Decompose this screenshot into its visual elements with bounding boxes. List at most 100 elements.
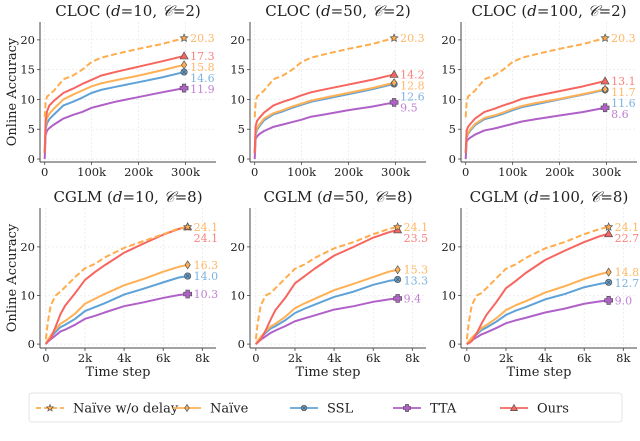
x-axis-label: Time step [507, 365, 572, 380]
end-value-label-ours: 13.1 [611, 75, 636, 88]
legend-label: Naïve [210, 402, 249, 417]
y-tick-label: 20 [230, 33, 245, 47]
title-prefix: CLOC ( [55, 2, 111, 20]
series-line-ours [253, 73, 395, 154]
end-value-label-naive_nodelay: 24.1 [615, 221, 640, 234]
x-tick-label: 100k [77, 165, 107, 179]
panel-3: CLOC (d=100, 𝒞=2) 0 5 10 15 20 0 100k 200k 300k 20… [441, 2, 637, 179]
y-axis-label: Online Accuracy [5, 37, 20, 146]
x-tick-label: 300k [381, 165, 411, 179]
title-mid: =100, [537, 2, 588, 20]
end-marker-naive_nodelay [600, 33, 610, 43]
series-line-naive_nodelay [464, 37, 606, 118]
end-value-label-tta: 8.6 [611, 108, 629, 121]
title-d: d [527, 2, 537, 20]
y-tick-label: 0 [28, 152, 35, 166]
end-value-label-naive: 16.3 [194, 259, 219, 272]
end-value-label-naive_nodelay: 20.3 [190, 32, 215, 45]
title-d: d [529, 188, 539, 206]
x-tick-label: 6k [577, 351, 592, 365]
x-tick-label: 300k [171, 165, 201, 179]
x-axis-label: Time step [296, 365, 361, 380]
end-marker-naive [181, 60, 188, 70]
x-tick-label: 0 [463, 351, 470, 365]
title-suffix: =2) [383, 2, 411, 20]
panel-5: CGLM (d=50, 𝒞=8) 0 10 20 0 2k 4k 6k 8k Time step 2… [230, 188, 428, 380]
panel-title: CGLM (d=10, 𝒞=8) [53, 188, 202, 206]
y-tick-label: 5 [28, 122, 35, 136]
panel-4: CGLM (d=10, 𝒞=8) 0 10 20 0 2k 4k 6k 8k Online Acc… [5, 188, 218, 380]
series-line-naive_nodelay [465, 225, 609, 340]
legend-item-naive_nodelay: Naïve w/o delay [36, 402, 179, 417]
series-line-ssl [43, 71, 185, 154]
panel-title: CGLM (d=50, 𝒞=8) [263, 188, 412, 206]
y-tick-label: 10 [20, 289, 35, 303]
y-tick-label: 0 [238, 152, 245, 166]
series-line-ours [464, 80, 606, 154]
end-value-label-ours: 22.7 [615, 232, 640, 245]
x-tick-label: 200k [545, 165, 575, 179]
y-tick-label: 15 [230, 63, 245, 77]
end-marker-ssl-cross [181, 69, 187, 75]
end-marker-ssl-cross [395, 277, 401, 282]
end-marker-tta [179, 83, 189, 93]
x-tick-label: 4k [117, 351, 132, 365]
y-tick-label: 10 [230, 92, 245, 106]
y-axis-label: Online Accuracy [5, 223, 20, 332]
end-value-label-ours: 17.3 [190, 50, 215, 63]
title-mid: =50, [332, 188, 373, 206]
title-mid: =10, [122, 188, 163, 206]
x-tick-label: 8k [195, 351, 210, 365]
title-suffix: =8) [385, 188, 413, 206]
y-tick-label: 10 [441, 289, 456, 303]
series-line-ssl [253, 82, 395, 154]
series-line-naive [43, 63, 185, 154]
x-tick-label: 8k [405, 351, 420, 365]
legend-item-tta: TTA [393, 402, 457, 417]
title-d: d [113, 188, 123, 206]
end-marker-naive [394, 265, 401, 275]
x-tick-label: 6k [366, 351, 381, 365]
y-tick-label: 10 [441, 92, 456, 106]
end-value-label-naive_nodelay: 20.3 [611, 32, 636, 45]
title-prefix: CGLM ( [263, 188, 322, 206]
y-tick-label: 20 [230, 240, 245, 254]
end-marker-naive [605, 267, 612, 277]
x-axis-label: Time step [86, 365, 151, 380]
legend-marker-diamond [184, 403, 190, 413]
series-line-tta [464, 106, 606, 160]
end-value-label-ssl: 12.7 [615, 277, 640, 290]
x-tick-label: 0 [252, 351, 259, 365]
legend: Naïve w/o delay Naïve SSL TTA Ours [28, 392, 623, 423]
x-tick-label: 300k [592, 165, 622, 179]
end-value-label-ssl: 12.6 [400, 90, 425, 103]
series-line-ours [43, 54, 185, 154]
y-tick-label: 0 [449, 337, 456, 351]
y-tick-label: 0 [449, 152, 456, 166]
title-suffix: =2) [173, 2, 201, 20]
x-tick-label: 0 [251, 165, 258, 179]
panel-title: CLOC (d=50, 𝒞=2) [265, 2, 411, 20]
title-suffix: =8) [600, 188, 628, 206]
end-value-label-tta: 9.0 [615, 294, 633, 307]
title-d: d [111, 2, 121, 20]
title-mid: =50, [331, 2, 372, 20]
x-tick-label: 4k [327, 351, 342, 365]
x-tick-label: 8k [616, 351, 631, 365]
series-line-naive [466, 271, 609, 345]
legend-label: Naïve w/o delay [73, 402, 179, 417]
series-line-naive_nodelay [253, 37, 395, 118]
legend-box [28, 392, 623, 423]
title-mid: =10, [121, 2, 162, 20]
end-marker-naive_nodelay [389, 33, 399, 43]
end-marker-ours [604, 229, 614, 238]
end-marker-tta [393, 294, 402, 303]
panel-2: CLOC (d=50, 𝒞=2) 0 5 10 15 20 0 100k 200k 300k 20.… [230, 2, 426, 179]
legend-label: Ours [537, 402, 569, 417]
x-tick-label: 0 [42, 351, 49, 365]
x-tick-label: 2k [499, 351, 514, 365]
end-value-label-tta: 11.9 [190, 83, 215, 96]
end-value-label-ours: 14.2 [400, 68, 425, 81]
x-tick-label: 2k [78, 351, 93, 365]
